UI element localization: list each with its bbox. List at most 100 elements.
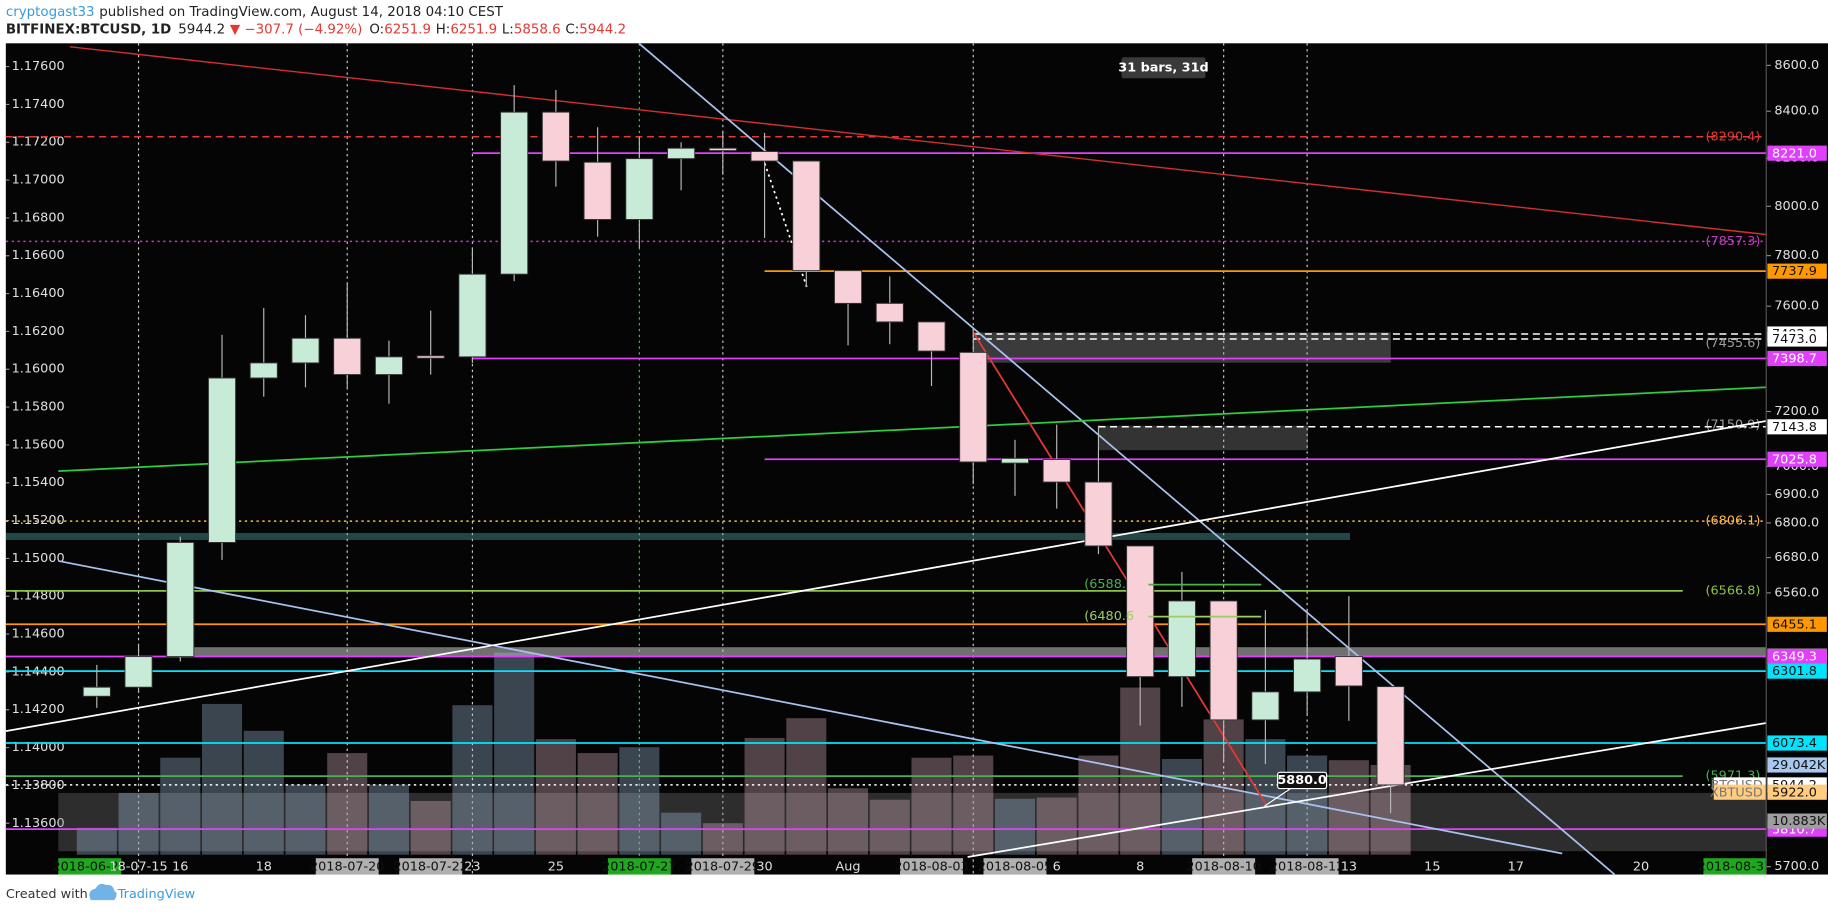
level-label: (7455.6): [1706, 336, 1761, 351]
left-tick-label: 1.16400: [12, 286, 65, 301]
volume-bar: [76, 827, 117, 855]
price-label-box: [1767, 145, 1827, 161]
candle-body: [750, 151, 779, 162]
x-tick-box: [900, 858, 963, 875]
y-tick-label: 8400.0: [1774, 104, 1819, 119]
volume-bar: [702, 823, 743, 855]
created-with: Created with: [6, 887, 88, 902]
candles: [82, 85, 1405, 814]
header: cryptogast33 published on TradingView.com…: [6, 5, 626, 37]
plot: 1.17600 1.17400 1.17200 1.17000 1.16800 1.166…: [5, 43, 1767, 875]
candle-body: [792, 160, 821, 272]
left-tick-label: 1.17600: [12, 59, 65, 74]
x-tick-label: 23: [464, 859, 480, 874]
publish-line: cryptogast33 published on TradingView.com…: [6, 5, 504, 20]
left-tick-label: 1.17400: [12, 97, 65, 112]
ohlc-key: C:: [565, 22, 579, 37]
volume-bar: [410, 800, 451, 855]
brand[interactable]: TradingView: [117, 887, 195, 902]
y-tick-label: 7600.0: [1774, 299, 1819, 314]
x-tick-label: 15: [1424, 859, 1440, 874]
ohlc-value: 6251.9: [384, 22, 431, 37]
ohlc-key: L:: [502, 22, 514, 37]
price-label: 7143.8: [1772, 420, 1817, 435]
price-label: 7473.0: [1772, 332, 1817, 347]
volume-bar: [661, 812, 702, 855]
price-label: 7737.9: [1772, 264, 1817, 279]
name-box: [1713, 784, 1767, 800]
annotation-label: (6588.: [1084, 577, 1126, 592]
candle-body: [416, 355, 445, 359]
candle-body: [1126, 545, 1155, 678]
callout-label: 5880.0: [1277, 773, 1327, 788]
volume-bar: [243, 730, 284, 855]
volume-bar: [452, 705, 493, 855]
x-tick-box: [315, 858, 379, 875]
candle-body: [124, 656, 153, 688]
volume-bar: [577, 753, 618, 855]
zone: [186, 647, 1767, 657]
y-tick-label: 6800.0: [1774, 515, 1819, 530]
volume-bar: [953, 755, 994, 855]
candle-body: [207, 377, 237, 543]
y-tick-label: 7800.0: [1774, 248, 1819, 263]
change: ▼ −307.7 (−4.92%): [230, 22, 363, 37]
volume-bar: [368, 784, 409, 855]
candle-body: [917, 321, 946, 352]
x-tick-label: 2018-07-22: [393, 859, 467, 874]
candle-body: [1251, 691, 1280, 721]
volume-bar: [201, 703, 243, 855]
price-label: 6073.4: [1772, 736, 1817, 751]
callout-pointer: [1264, 788, 1291, 807]
author[interactable]: cryptogast33: [6, 5, 95, 20]
volume-bar: [118, 792, 159, 855]
price-label: 6301.8: [1772, 664, 1817, 679]
zone: [58, 792, 1767, 852]
volume-label: 29.042K: [1772, 758, 1826, 773]
price-label-box: [1767, 616, 1827, 632]
symbol-line: BITFINEX:BTCUSD, 1D 5944.2 ▼ −307.7 (−4.92…: [6, 22, 626, 37]
ohlc-value: 6251.9: [450, 22, 497, 37]
candle-body: [1334, 656, 1363, 687]
volume-bar: [1036, 797, 1077, 855]
candle-body: [959, 351, 988, 463]
y-tick-label: 6680.0: [1774, 550, 1819, 565]
candle-body: [1376, 686, 1405, 786]
candle-body: [458, 273, 487, 358]
x-tick-box: [1703, 858, 1767, 875]
candle-body: [834, 270, 863, 304]
candle-body: [1167, 600, 1196, 678]
logo[interactable]: [89, 883, 117, 901]
volume-bar: [1287, 755, 1328, 855]
callout-box: [1277, 771, 1328, 790]
left-tick-label: 1.14600: [12, 627, 65, 642]
x-tick-label: 8: [1136, 859, 1144, 874]
y-tick-label: 7200.0: [1774, 404, 1819, 419]
x-tick-label: 2018-07-20: [310, 859, 384, 874]
volume-bar: [994, 798, 1036, 855]
annotation-label: (6480.6: [1084, 609, 1134, 624]
left-tick-label: 1.16000: [12, 362, 65, 377]
price-label: 5922.0: [1772, 785, 1817, 800]
candle-body: [166, 541, 195, 658]
volume-bar: [285, 784, 326, 855]
volume-bar: [535, 739, 576, 855]
x-tick-label: 2018-06-25: [52, 859, 126, 874]
x-tick-label: 25: [548, 859, 564, 874]
trendline: [69, 46, 1767, 236]
zones: [5, 332, 1767, 852]
last-price: 5944.2: [178, 22, 225, 37]
volume-bar: [786, 718, 827, 855]
x-tick-label: 18-07-15: [109, 859, 167, 874]
y-tick-label: 8600.0: [1774, 58, 1819, 73]
candle-body: [374, 356, 403, 376]
left-tick-label: 1.15800: [12, 400, 65, 415]
left-tick-label: 1.16200: [12, 324, 65, 339]
range-box: [1121, 57, 1206, 79]
left-tick-label: 1.16600: [12, 248, 65, 263]
price-label-box: [1767, 331, 1827, 347]
price-label: 8221.0: [1772, 146, 1817, 161]
symbol: BITFINEX:BTCUSD, 1D: [6, 22, 171, 37]
